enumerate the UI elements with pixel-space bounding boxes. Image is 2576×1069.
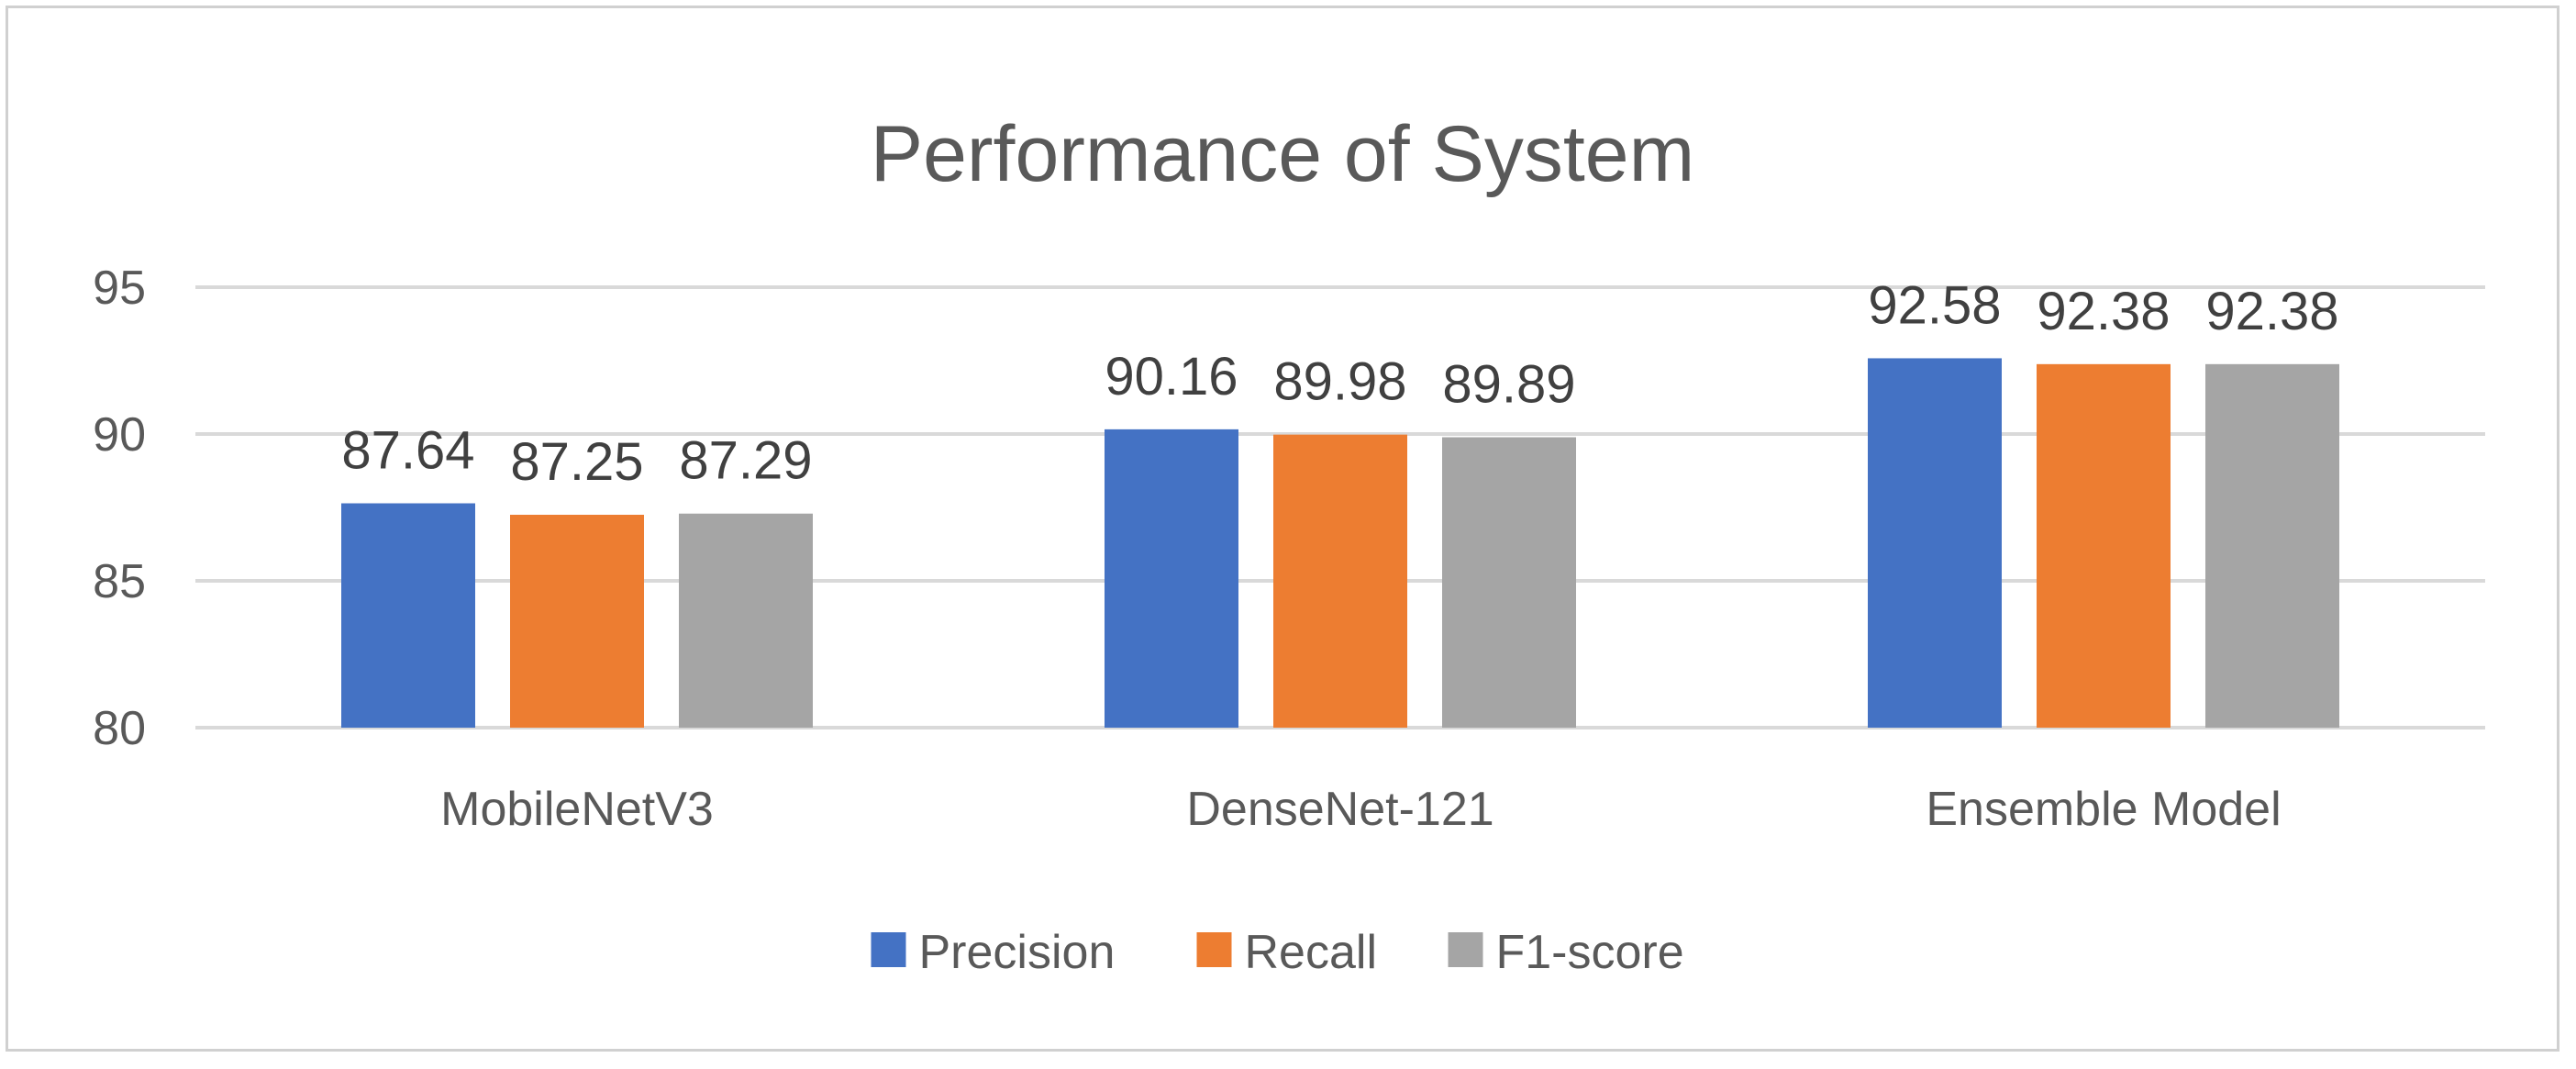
x-category-label: MobileNetV3 [440, 783, 714, 836]
y-tick-label: 85 [93, 555, 146, 608]
chart-title: Performance of System [871, 110, 1695, 198]
x-category-label: DenseNet-121 [1186, 783, 1493, 836]
legend-swatch [1196, 932, 1232, 967]
bar-chart: Performance of System 80 85 90 95 87.64 87.2… [93, 110, 2485, 979]
y-axis-ticks: 80 85 90 95 [93, 262, 146, 755]
legend-swatch [1448, 932, 1483, 967]
x-category-label: Ensemble Model [1926, 783, 2281, 836]
y-tick-label: 90 [93, 408, 146, 462]
bar-precision [1868, 358, 2002, 728]
bar-precision [1105, 429, 1238, 728]
data-label: 89.89 [1442, 355, 1575, 415]
y-tick-label: 95 [93, 262, 146, 315]
bar-f1-score [1442, 437, 1576, 728]
data-label: 89.98 [1273, 352, 1406, 412]
data-label: 87.25 [510, 432, 643, 492]
chart-frame: Performance of System 80 85 90 95 87.64 87.2… [6, 6, 2559, 1052]
legend-swatch [871, 932, 906, 967]
bars [341, 358, 2339, 728]
legend-label: Recall [1245, 926, 1378, 979]
y-tick-label: 80 [93, 702, 146, 755]
bar-f1-score [2205, 363, 2339, 728]
legend-label: F1-score [1496, 926, 1684, 979]
data-label: 90.16 [1105, 347, 1238, 406]
data-label: 92.38 [2205, 282, 2338, 341]
bar-recall [1273, 434, 1407, 728]
bar-f1-score [679, 513, 813, 728]
data-label: 87.64 [341, 421, 474, 481]
legend: Precision Recall F1-score [871, 926, 1684, 979]
data-label: 87.29 [679, 431, 812, 491]
bar-recall [510, 515, 644, 728]
x-axis-categories: MobileNetV3 DenseNet-121 Ensemble Model [440, 783, 2282, 836]
bar-precision [341, 503, 475, 728]
bar-recall [2037, 363, 2171, 728]
data-label: 92.58 [1868, 275, 2001, 335]
data-labels: 87.64 87.25 87.29 90.16 89.98 89.89 92.58 92.38… [341, 275, 2338, 492]
legend-label: Precision [919, 926, 1116, 979]
data-label: 92.38 [2037, 282, 2170, 341]
